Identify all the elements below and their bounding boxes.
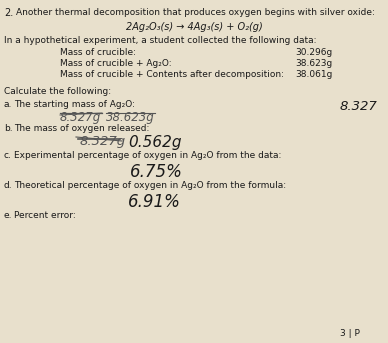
Text: 6.91%: 6.91% bbox=[128, 193, 181, 211]
Text: 38.623g: 38.623g bbox=[106, 111, 155, 124]
Text: c.: c. bbox=[4, 151, 12, 160]
Text: Calculate the following:: Calculate the following: bbox=[4, 87, 111, 96]
Text: a.: a. bbox=[4, 100, 12, 109]
Text: Percent error:: Percent error: bbox=[14, 211, 76, 220]
Text: b.: b. bbox=[4, 124, 13, 133]
Text: Mass of crucible + Contents after decomposition:: Mass of crucible + Contents after decomp… bbox=[60, 70, 284, 79]
Text: In a hypothetical experiment, a student collected the following data:: In a hypothetical experiment, a student … bbox=[4, 36, 317, 45]
Text: 38.061g: 38.061g bbox=[295, 70, 333, 79]
Text: 30.296g: 30.296g bbox=[295, 48, 332, 57]
Text: Mass of crucible + Ag₂O:: Mass of crucible + Ag₂O: bbox=[60, 59, 171, 68]
Text: Mass of crucible:: Mass of crucible: bbox=[60, 48, 136, 57]
Text: The mass of oxygen released:: The mass of oxygen released: bbox=[14, 124, 149, 133]
Text: 2.: 2. bbox=[4, 8, 13, 18]
Text: 6.75%: 6.75% bbox=[130, 163, 183, 181]
Text: Theoretical percentage of oxygen in Ag₂O from the formula:: Theoretical percentage of oxygen in Ag₂O… bbox=[14, 181, 286, 190]
Text: 8.327g: 8.327g bbox=[60, 111, 101, 124]
Text: 38.623g: 38.623g bbox=[295, 59, 332, 68]
Text: 0.562g: 0.562g bbox=[128, 135, 182, 150]
Text: The starting mass of Ag₂O:: The starting mass of Ag₂O: bbox=[14, 100, 135, 109]
Text: 3 | P: 3 | P bbox=[340, 329, 360, 338]
Text: e.: e. bbox=[4, 211, 12, 220]
Text: 8.327: 8.327 bbox=[340, 100, 378, 113]
Text: Another thermal decomposition that produces oxygen begins with silver oxide:: Another thermal decomposition that produ… bbox=[16, 8, 375, 17]
Text: d.: d. bbox=[4, 181, 13, 190]
Text: 8.327g: 8.327g bbox=[80, 135, 126, 148]
Text: Experimental percentage of oxygen in Ag₂O from the data:: Experimental percentage of oxygen in Ag₂… bbox=[14, 151, 281, 160]
Text: 2Ag₂O₃(s) → 4Ag₃(s) + O₂(g): 2Ag₂O₃(s) → 4Ag₃(s) + O₂(g) bbox=[126, 22, 262, 32]
